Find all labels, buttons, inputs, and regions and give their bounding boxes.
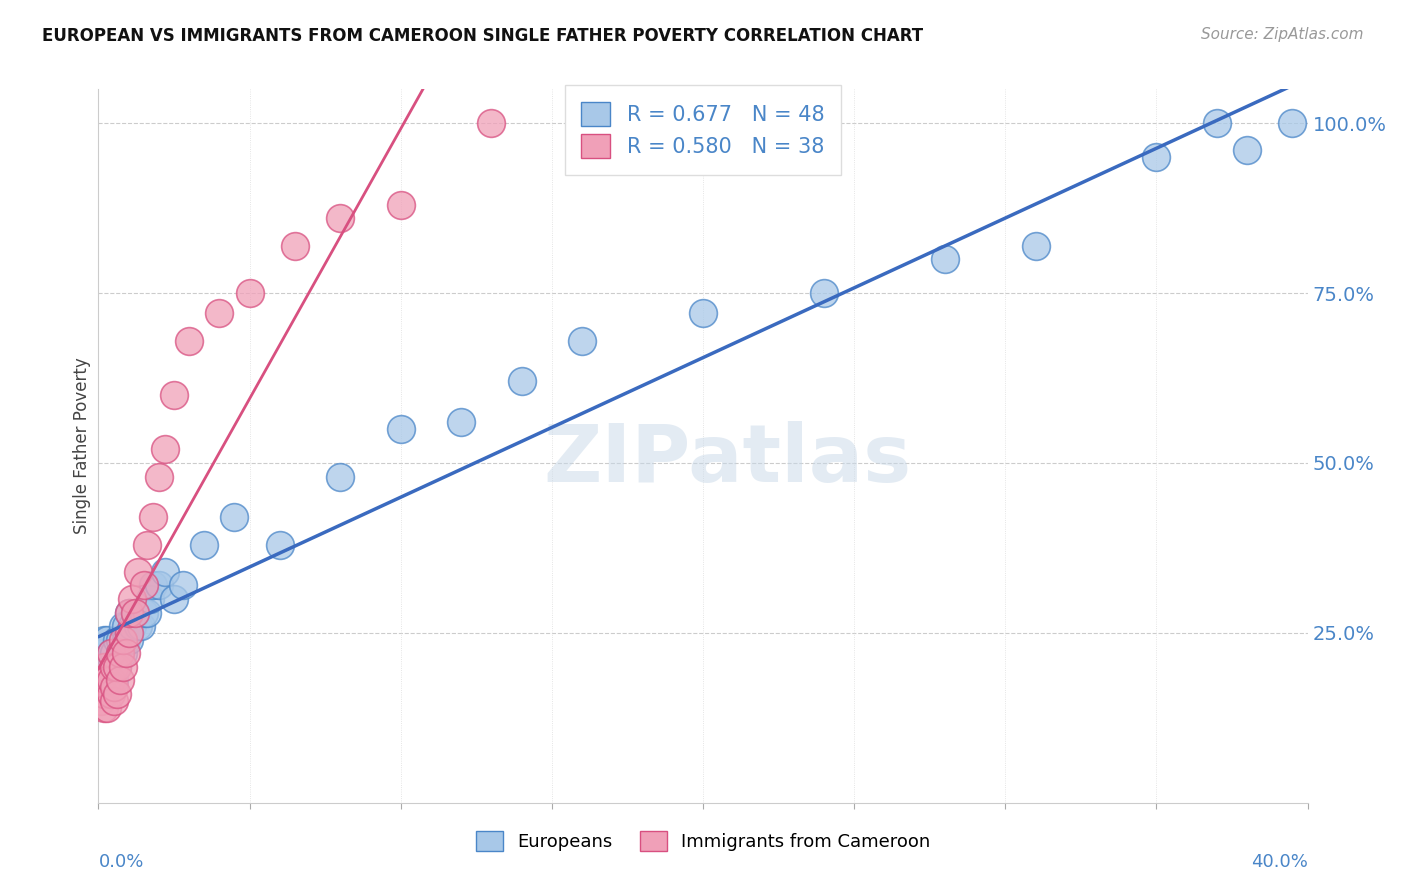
- Point: [148, 469, 170, 483]
- Point: [90, 646, 112, 660]
- Point: [90, 673, 112, 688]
- Point: [118, 606, 141, 620]
- Point: [96, 673, 118, 688]
- Point: [118, 632, 141, 647]
- Point: [108, 646, 131, 660]
- Point: [96, 700, 118, 714]
- Point: [208, 306, 231, 320]
- Point: [90, 694, 112, 708]
- Text: EUROPEAN VS IMMIGRANTS FROM CAMEROON SINGLE FATHER POVERTY CORRELATION CHART: EUROPEAN VS IMMIGRANTS FROM CAMEROON SIN…: [42, 27, 924, 45]
- Point: [127, 619, 149, 633]
- Point: [93, 687, 115, 701]
- Point: [450, 415, 472, 429]
- Point: [103, 673, 125, 688]
- Point: [103, 646, 125, 660]
- Y-axis label: Single Father Poverty: Single Father Poverty: [73, 358, 91, 534]
- Point: [111, 619, 134, 633]
- Point: [329, 211, 352, 226]
- Point: [163, 388, 186, 402]
- Point: [153, 565, 176, 579]
- Point: [103, 680, 125, 694]
- Point: [105, 660, 128, 674]
- Point: [135, 606, 157, 620]
- Point: [1024, 238, 1046, 252]
- Point: [571, 334, 593, 348]
- Text: 0.0%: 0.0%: [98, 853, 143, 871]
- Point: [105, 687, 128, 701]
- Point: [96, 632, 118, 647]
- Point: [93, 660, 115, 674]
- Point: [114, 632, 136, 647]
- Point: [179, 334, 201, 348]
- Point: [389, 422, 412, 436]
- Point: [108, 646, 131, 660]
- Point: [93, 700, 115, 714]
- Point: [111, 660, 134, 674]
- Point: [108, 632, 131, 647]
- Point: [132, 578, 155, 592]
- Point: [172, 578, 194, 592]
- Point: [100, 646, 122, 660]
- Point: [129, 619, 152, 633]
- Point: [121, 619, 143, 633]
- Point: [139, 591, 162, 606]
- Point: [111, 632, 134, 647]
- Point: [96, 660, 118, 674]
- Legend: Europeans, Immigrants from Cameroon: Europeans, Immigrants from Cameroon: [468, 823, 938, 858]
- Point: [127, 565, 149, 579]
- Point: [1144, 150, 1167, 164]
- Point: [239, 286, 262, 301]
- Point: [153, 442, 176, 457]
- Point: [163, 591, 186, 606]
- Point: [284, 238, 307, 252]
- Point: [105, 632, 128, 647]
- Point: [481, 116, 503, 130]
- Point: [329, 469, 352, 483]
- Point: [118, 626, 141, 640]
- Point: [100, 687, 122, 701]
- Point: [121, 591, 143, 606]
- Text: ZIPatlas: ZIPatlas: [543, 421, 911, 500]
- Point: [142, 510, 165, 524]
- Point: [100, 660, 122, 674]
- Point: [118, 606, 141, 620]
- Point: [813, 286, 835, 301]
- Point: [103, 660, 125, 674]
- Point: [114, 619, 136, 633]
- Point: [692, 306, 714, 320]
- Point: [93, 632, 115, 647]
- Point: [1236, 144, 1258, 158]
- Text: Source: ZipAtlas.com: Source: ZipAtlas.com: [1201, 27, 1364, 42]
- Point: [934, 252, 956, 266]
- Point: [111, 646, 134, 660]
- Point: [124, 606, 146, 620]
- Point: [1281, 116, 1303, 130]
- Point: [269, 537, 291, 551]
- Point: [100, 646, 122, 660]
- Point: [108, 673, 131, 688]
- Point: [148, 578, 170, 592]
- Text: 40.0%: 40.0%: [1251, 853, 1308, 871]
- Point: [114, 646, 136, 660]
- Point: [100, 673, 122, 688]
- Point: [124, 606, 146, 620]
- Point: [389, 198, 412, 212]
- Point: [103, 694, 125, 708]
- Point: [224, 510, 246, 524]
- Point: [142, 578, 165, 592]
- Point: [90, 660, 112, 674]
- Point: [132, 606, 155, 620]
- Point: [193, 537, 215, 551]
- Point: [510, 375, 533, 389]
- Point: [135, 537, 157, 551]
- Point: [105, 660, 128, 674]
- Point: [1206, 116, 1229, 130]
- Point: [93, 673, 115, 688]
